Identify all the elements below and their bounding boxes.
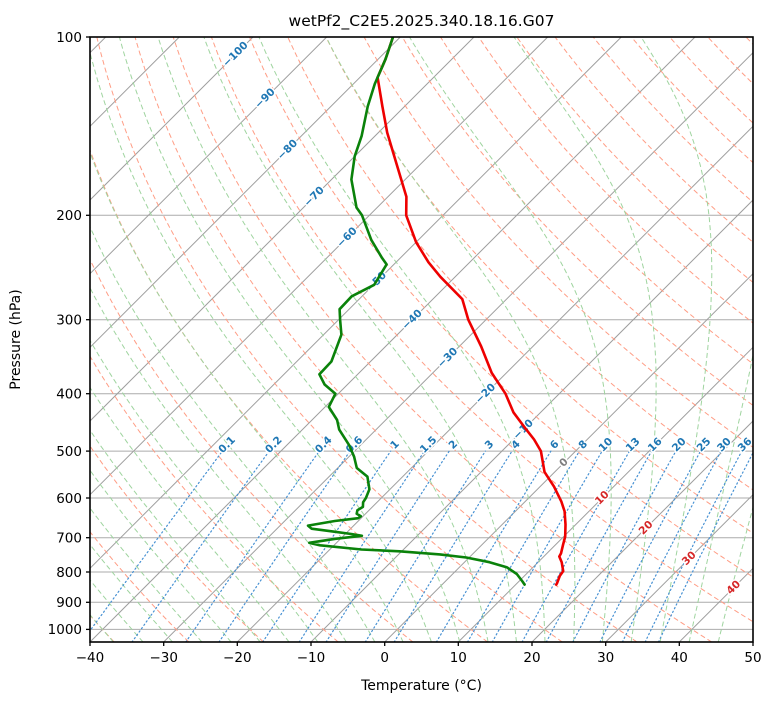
dewpoint-line	[306, 37, 526, 586]
y-tick-label: 100	[56, 30, 82, 46]
mixing-ratio-label: 0.6	[344, 434, 366, 456]
y-tick-label: 800	[56, 565, 82, 581]
sounding-profiles	[306, 37, 567, 586]
x-tick-label: −40	[76, 650, 105, 666]
x-tick-label: 20	[523, 650, 540, 666]
y-tick-label: 400	[56, 387, 82, 403]
y-tick-label: 900	[56, 595, 82, 611]
y-tick-label: 1000	[48, 622, 82, 638]
y-tick-label: 300	[56, 313, 82, 329]
chart-title: wetPf2_C2E5.2025.340.18.16.G07	[289, 12, 555, 31]
moist-adiabat-lines	[90, 37, 753, 642]
plot-layers: −100−90−80−70−60−50−40−30−20−10010203040…	[90, 37, 756, 642]
mixing-ratio-lines	[90, 450, 753, 642]
mixing-ratio-label: 0.4	[313, 434, 335, 456]
x-tick-label: 30	[597, 650, 614, 666]
x-tick-label: −30	[149, 650, 178, 666]
x-tick-label: 10	[450, 650, 467, 666]
x-tick-label: 0	[380, 650, 389, 666]
x-tick-label: −20	[223, 650, 252, 666]
mixing-ratio-label: 2	[447, 438, 461, 452]
pressure-gridlines	[90, 37, 753, 630]
mixing-ratio-label: 3	[483, 438, 497, 452]
x-tick-label: 40	[671, 650, 688, 666]
temperature-line	[376, 37, 567, 586]
x-axis-label: Temperature (°C)	[360, 678, 482, 694]
y-tick-label: 600	[56, 491, 82, 507]
mixing-ratio-label: 1	[388, 438, 402, 452]
x-tick-label: 50	[744, 650, 761, 666]
y-tick-label: 200	[56, 208, 82, 224]
x-tick-label: −10	[297, 650, 326, 666]
mixing-ratio-label: 0.2	[263, 434, 285, 456]
y-axis-label: Pressure (hPa)	[8, 289, 24, 389]
isotherm-label: −100	[220, 39, 250, 69]
mixing-ratio-label: 1.5	[418, 434, 440, 456]
y-tick-label: 700	[56, 531, 82, 547]
mixing-ratio-label: 6	[548, 438, 562, 452]
y-tick-label: 500	[56, 444, 82, 460]
line-labels: −100−90−80−70−60−50−40−30−20−10010203040…	[215, 38, 756, 599]
mixing-ratio-label: 8	[576, 438, 590, 452]
